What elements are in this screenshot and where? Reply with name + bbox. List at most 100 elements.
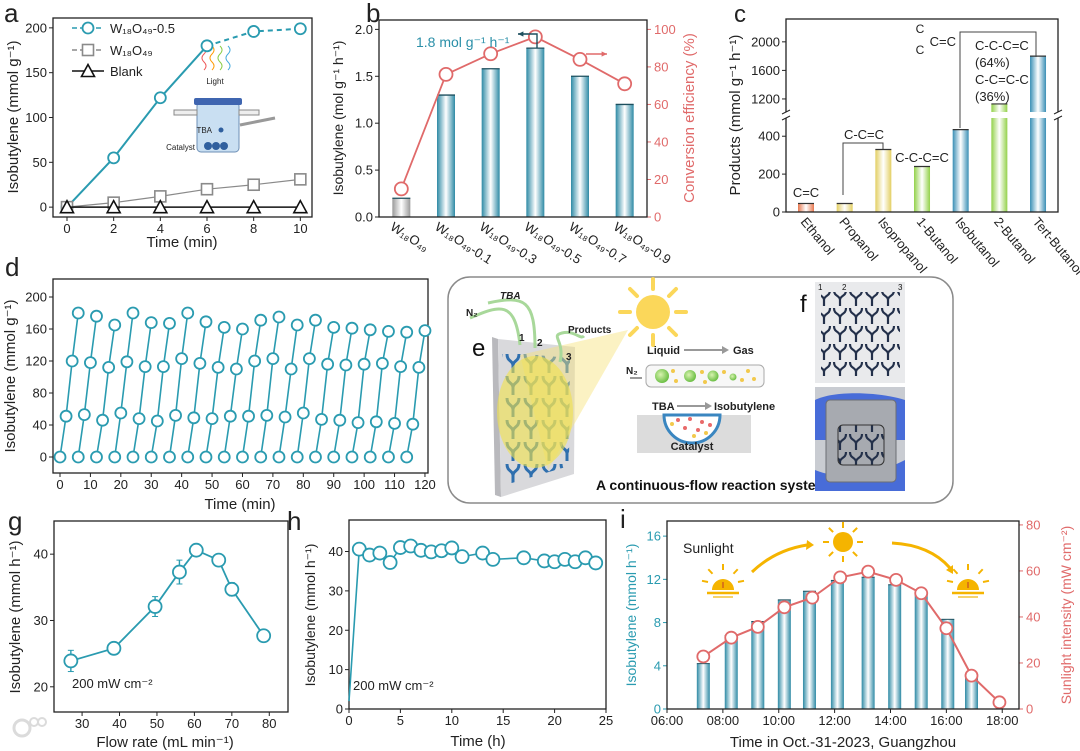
data-point: [132, 412, 146, 426]
y-tick-label: 100: [654, 22, 676, 37]
photo-port-2: 2: [842, 283, 847, 292]
x-tick-label: 10: [445, 713, 459, 728]
data-point: [418, 324, 432, 338]
tba-inlet-tube: [487, 298, 537, 349]
bar: [830, 580, 844, 709]
y-tick-label: 150: [25, 65, 47, 80]
photo-port-1: 1: [818, 283, 823, 292]
panel-label-b: b: [366, 0, 380, 28]
data-point: [169, 408, 182, 422]
bar: [941, 619, 955, 709]
data-point: [375, 356, 389, 370]
watermark-mark: [37, 717, 47, 727]
sun-ray: [977, 568, 984, 575]
y-tick-label: 40: [34, 547, 48, 562]
watermark-mark: [29, 717, 39, 727]
schematic-title: A continuous-flow reaction system: [596, 477, 828, 493]
y-tick-label: 0: [654, 210, 661, 225]
annotation-butene-b-pct: (36%): [975, 89, 1010, 104]
data-point: [321, 357, 335, 371]
data-point: [369, 415, 383, 429]
y-tick-label: 1.0: [355, 116, 373, 131]
n2-tube-label: N₂: [626, 366, 638, 377]
y-axis-label: Isobutylene (mol g⁻¹ h⁻¹): [330, 41, 346, 196]
data-point: [293, 22, 307, 36]
data-point: [272, 310, 286, 324]
bar: [392, 198, 411, 217]
x-tick-label: 4: [157, 221, 164, 236]
panel-label-d: d: [5, 252, 19, 282]
x-tick-label: 30: [144, 477, 158, 492]
conversion-point: [572, 52, 588, 67]
y-tick-label: 0: [40, 200, 47, 215]
data-point: [199, 315, 213, 329]
x-axis-label: Time (min): [204, 496, 275, 513]
bar: [861, 577, 875, 709]
data-point: [229, 362, 243, 376]
y-tick-label: 16: [647, 529, 661, 544]
data-point: [223, 409, 237, 423]
data-point: [200, 39, 214, 53]
y-tick-label: 0: [1026, 702, 1033, 717]
reactor-inset-illustration: [173, 45, 276, 153]
x-tick-label: 110: [384, 477, 405, 492]
x-tick-label: Tert-Butanol: [1030, 214, 1080, 277]
data-point: [245, 198, 262, 214]
x-tick-label: 70: [225, 716, 239, 731]
sunlight-point: [939, 621, 954, 636]
data-point: [150, 414, 164, 428]
inset-label-light: Light: [206, 77, 224, 86]
x-tick-label: 0: [56, 477, 63, 492]
cycle-line: [278, 324, 299, 458]
cycle-line: [241, 320, 262, 458]
data-point: [400, 450, 414, 464]
data-point: [153, 91, 167, 105]
y-tick-label: 40: [1026, 609, 1040, 624]
sun-ray: [828, 551, 834, 557]
catalyst-bead: [204, 142, 212, 150]
y-tick-label: 100: [25, 110, 47, 125]
bar: [836, 203, 853, 212]
y-tick-label: 0: [40, 450, 47, 465]
series-line-w18o49: [66, 178, 301, 208]
data-point: [105, 198, 122, 214]
data-point: [65, 354, 79, 368]
y-tick-label: 20: [1026, 655, 1040, 670]
legend-label: Blank: [110, 64, 143, 79]
data-point: [181, 306, 195, 320]
data-point: [327, 320, 341, 334]
sun-path-arrow: [891, 541, 952, 569]
x-tick-label: 80: [262, 716, 276, 731]
y-tick-label: 80: [654, 59, 668, 74]
y-tick-label: 0.5: [355, 163, 373, 178]
n2-inlet-label: N₂: [466, 308, 478, 319]
cycle-line: [387, 332, 408, 458]
arrow-head: [705, 402, 712, 410]
x-tick-label: 50: [150, 716, 164, 731]
sunset-icon: [946, 564, 990, 598]
annotation-leader: [528, 33, 538, 48]
data-point: [71, 306, 85, 320]
conversion-point: [527, 29, 543, 45]
panel-label-i: i: [620, 504, 626, 534]
x-tick-label: 12:00: [818, 713, 851, 728]
sunlight-point: [992, 695, 1007, 710]
isobutylene-label: Isobutylene: [714, 401, 775, 413]
data-point: [63, 653, 79, 669]
x-tick-label: 70: [266, 477, 280, 492]
data-point: [345, 450, 359, 464]
data-point: [412, 360, 426, 374]
x-axis-label: Time (min): [146, 234, 217, 251]
y-tick-label: 40: [329, 544, 343, 559]
syringe-icon: [239, 116, 276, 127]
data-point: [172, 564, 187, 580]
data-point: [126, 306, 140, 320]
sun-path-arrow: [750, 543, 808, 574]
annotation-bracket-propylene: [842, 142, 884, 195]
x-tick-label: 0: [63, 221, 70, 236]
bar: [1030, 56, 1047, 213]
annotation-propylene: C-C=C: [844, 127, 884, 142]
data-point: [363, 323, 377, 337]
reactor-port: [238, 109, 260, 116]
